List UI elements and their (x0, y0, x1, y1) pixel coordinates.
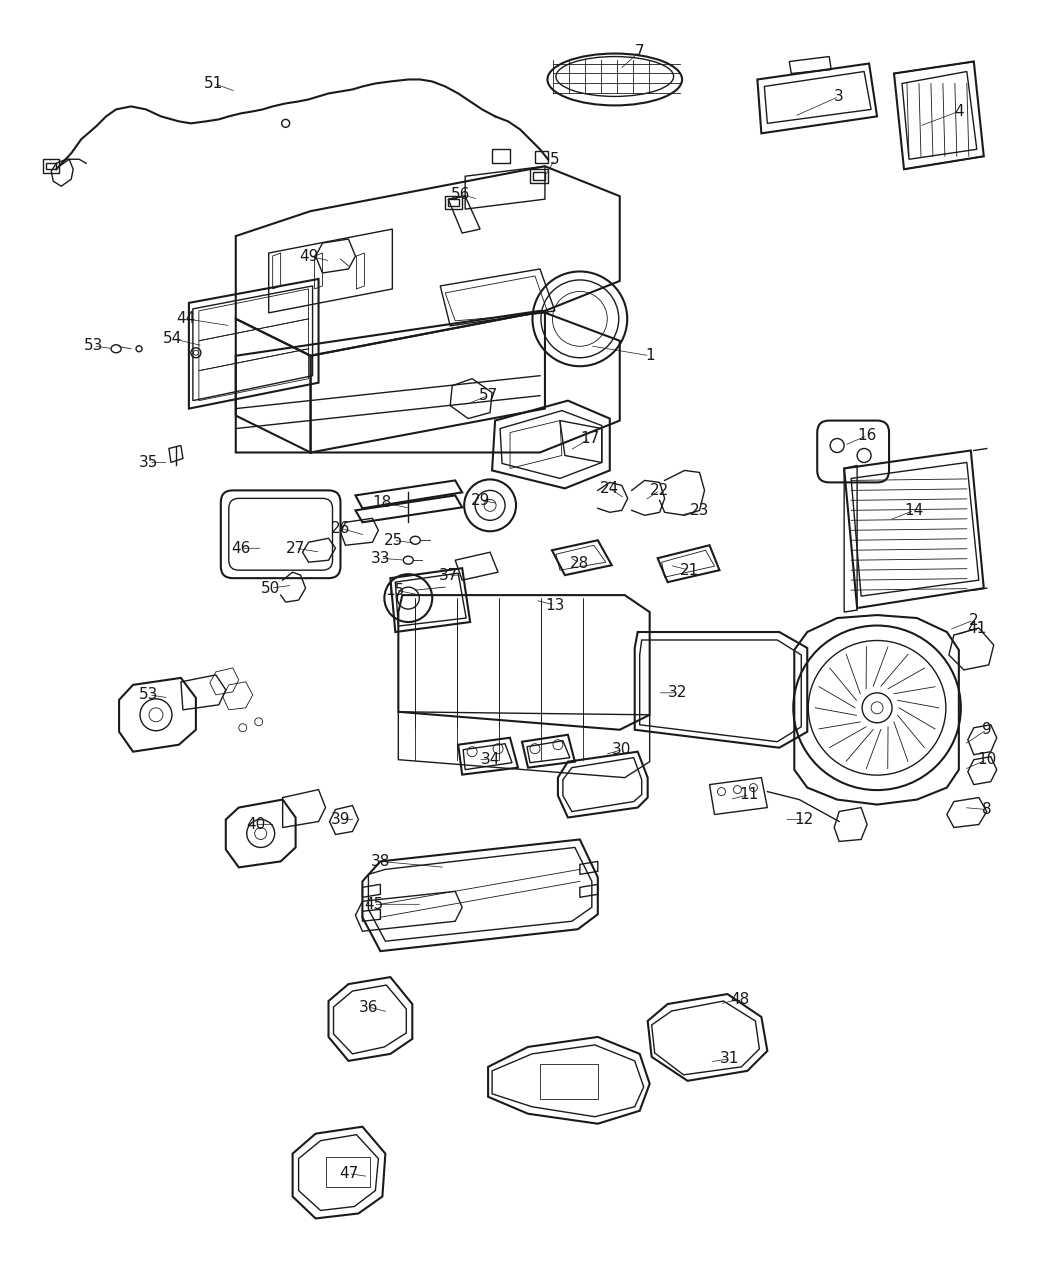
Text: 46: 46 (231, 541, 251, 556)
Text: 53: 53 (140, 687, 159, 703)
Text: 4: 4 (954, 103, 964, 119)
Text: 14: 14 (904, 502, 924, 518)
Text: 45: 45 (363, 896, 383, 912)
Text: 38: 38 (371, 854, 390, 868)
Text: 15: 15 (385, 583, 405, 598)
Text: 57: 57 (479, 388, 498, 403)
Bar (540, 1063, 597, 1099)
Text: 54: 54 (164, 332, 183, 347)
Text: 18: 18 (373, 495, 392, 510)
Text: 31: 31 (719, 1052, 739, 1066)
Text: 56: 56 (450, 186, 469, 201)
Text: 28: 28 (570, 556, 589, 571)
Text: 53: 53 (83, 338, 103, 353)
Text: 49: 49 (299, 249, 318, 264)
Text: 24: 24 (601, 481, 619, 496)
Text: 16: 16 (858, 428, 877, 442)
Text: 32: 32 (668, 686, 688, 700)
Text: 27: 27 (286, 541, 306, 556)
Text: 35: 35 (140, 455, 159, 470)
Text: 40: 40 (246, 817, 266, 833)
Text: 21: 21 (680, 562, 699, 578)
Text: 50: 50 (261, 580, 280, 595)
Text: 8: 8 (982, 802, 991, 817)
Text: 30: 30 (612, 742, 631, 757)
Text: 47: 47 (339, 1167, 358, 1181)
Text: 48: 48 (730, 992, 749, 1006)
Text: 51: 51 (204, 76, 224, 91)
Text: 36: 36 (359, 1000, 378, 1015)
Text: 22: 22 (650, 483, 669, 499)
Text: 2: 2 (969, 612, 979, 627)
Text: 3: 3 (835, 89, 844, 105)
Text: 33: 33 (371, 551, 391, 566)
Text: 11: 11 (740, 787, 759, 802)
Text: 17: 17 (581, 431, 600, 446)
Text: 39: 39 (331, 812, 351, 827)
Text: 23: 23 (690, 502, 709, 518)
Bar (326, 1156, 371, 1187)
Text: 29: 29 (470, 493, 489, 507)
Text: 26: 26 (331, 520, 351, 536)
Text: 41: 41 (967, 621, 986, 635)
Text: 7: 7 (635, 45, 645, 59)
Text: 5: 5 (550, 152, 560, 167)
Text: 44: 44 (176, 311, 195, 326)
Text: 25: 25 (383, 533, 403, 548)
Text: 37: 37 (439, 567, 458, 583)
Text: 1: 1 (645, 348, 654, 363)
Text: 13: 13 (545, 598, 565, 612)
Text: 34: 34 (481, 752, 500, 768)
Text: 10: 10 (978, 752, 996, 768)
Text: 9: 9 (982, 722, 991, 737)
Text: 12: 12 (795, 812, 814, 827)
